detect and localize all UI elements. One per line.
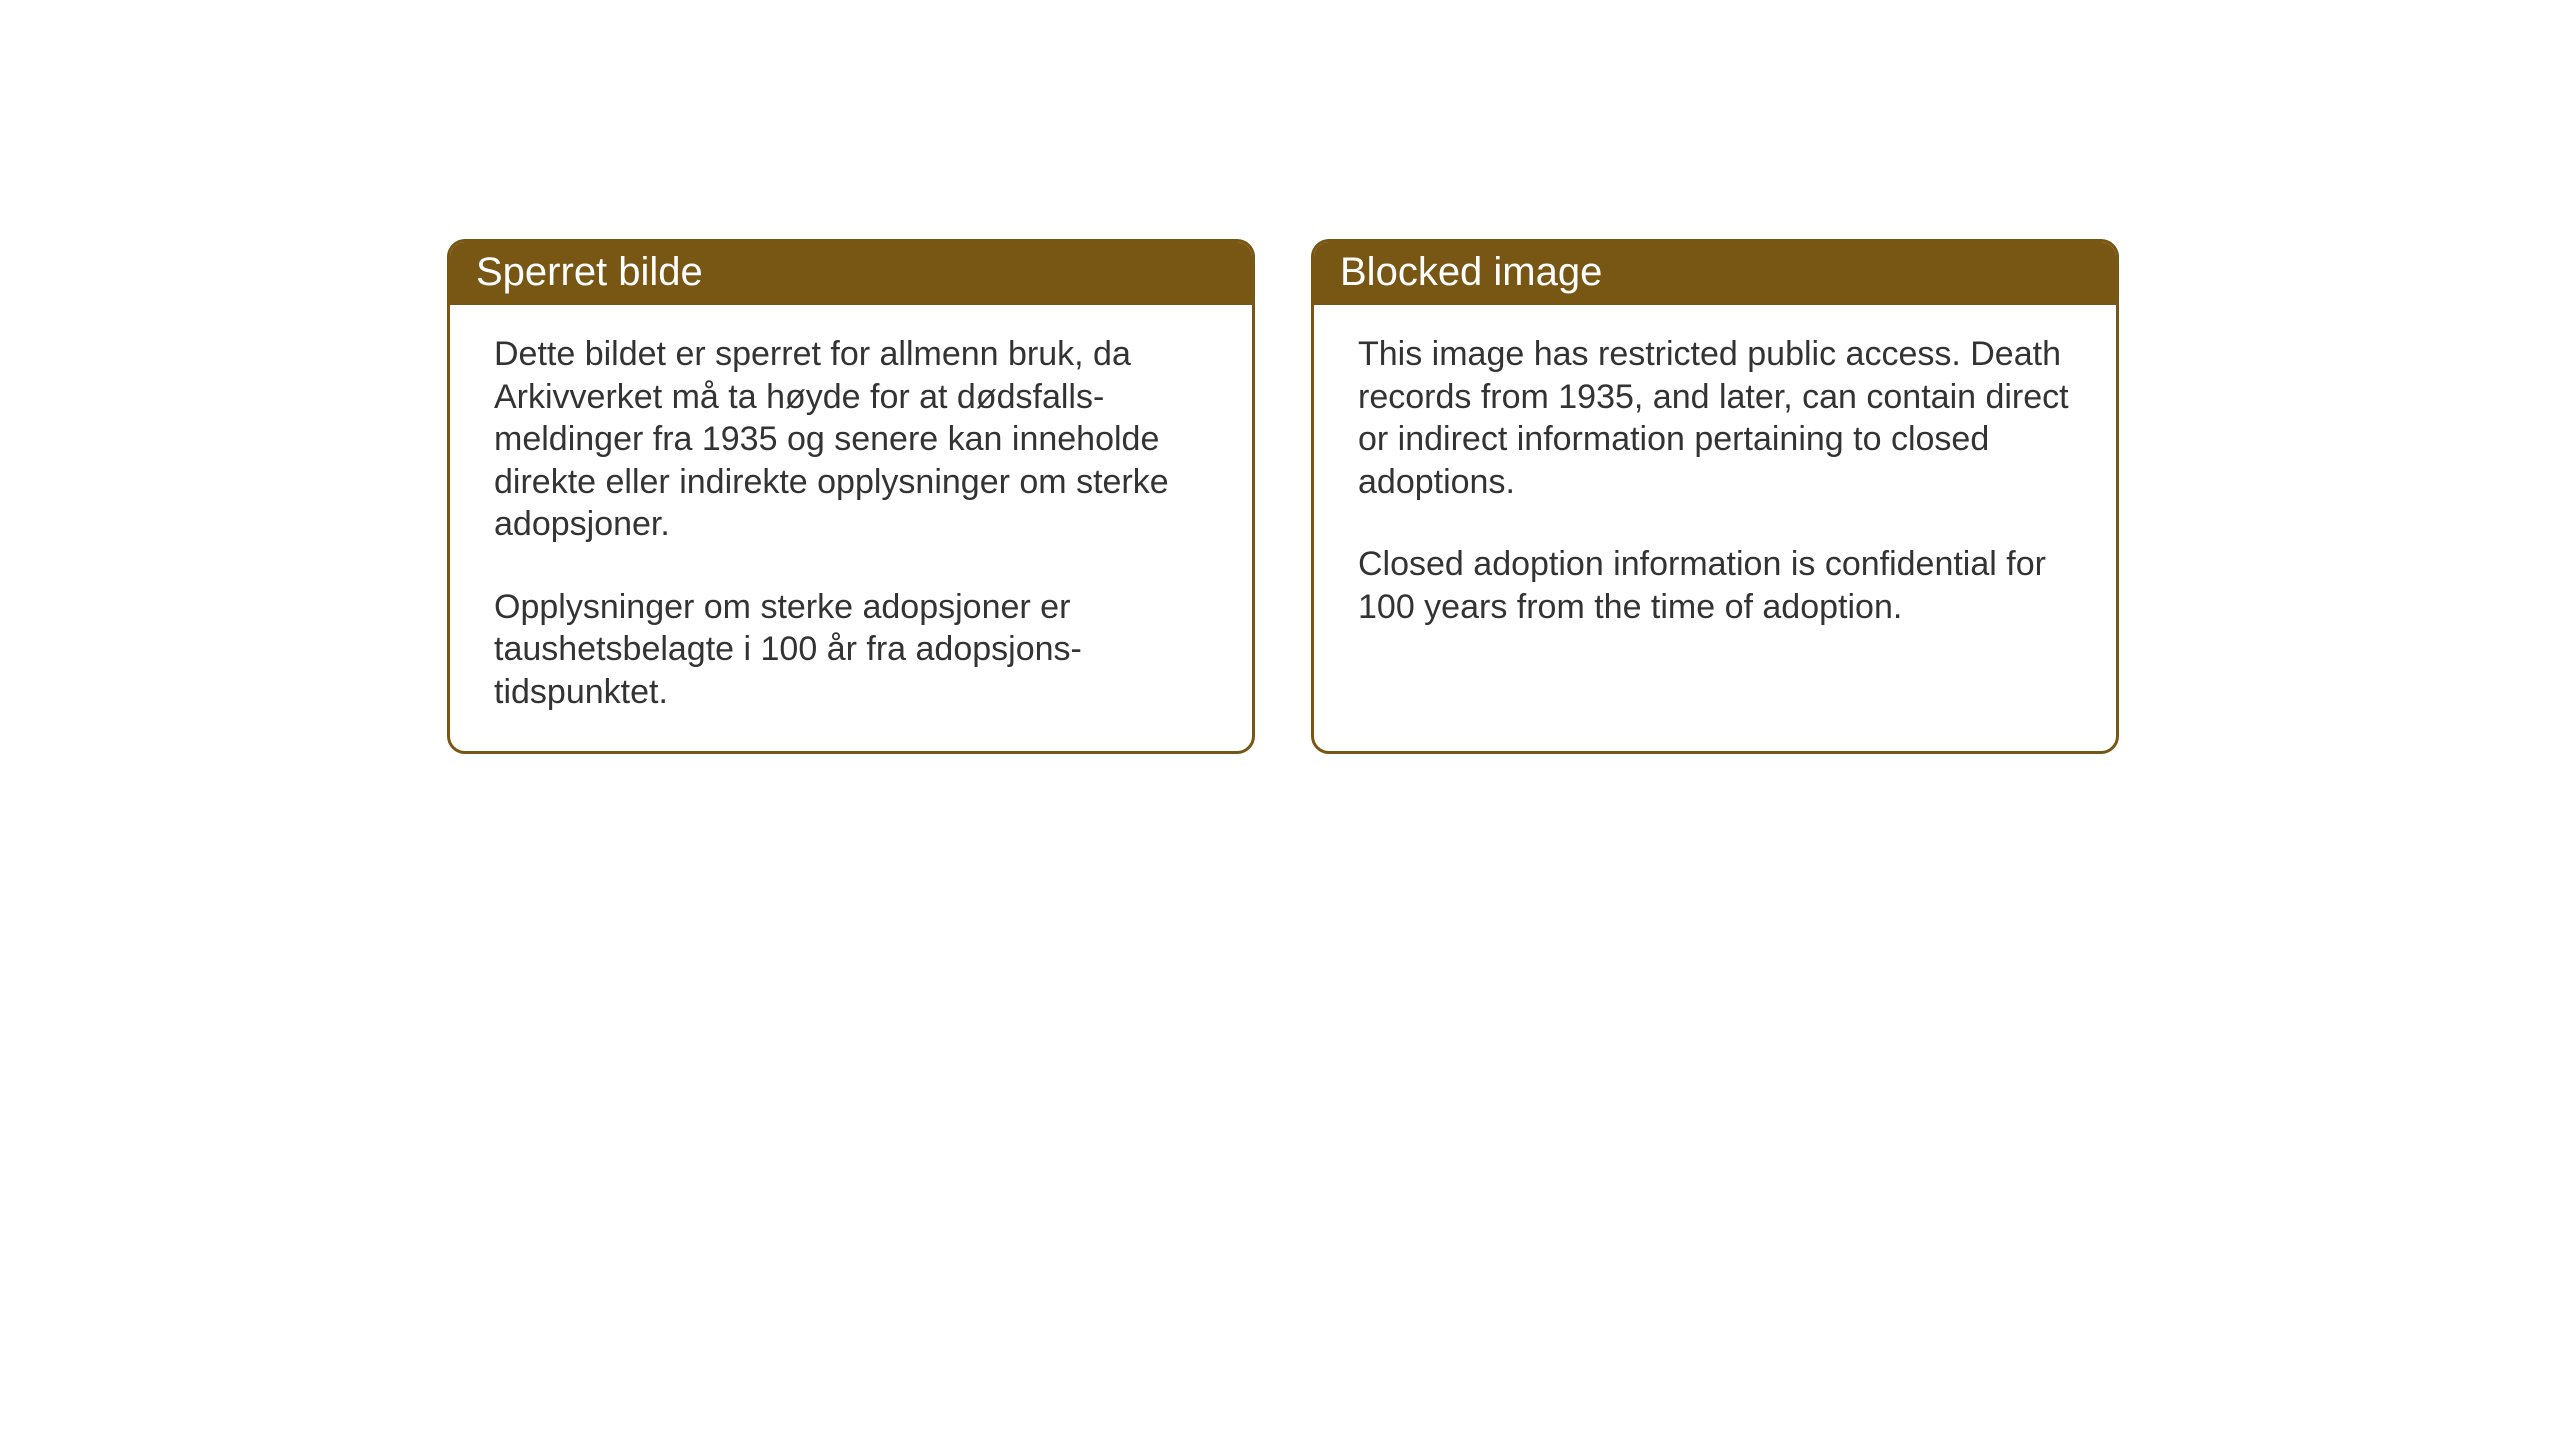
notice-container: Sperret bilde Dette bildet er sperret fo… — [447, 239, 2119, 754]
notice-body-norwegian: Dette bildet er sperret for allmenn bruk… — [450, 305, 1252, 751]
notice-paragraph-2-english: Closed adoption information is confident… — [1358, 543, 2072, 628]
notice-paragraph-1-norwegian: Dette bildet er sperret for allmenn bruk… — [494, 333, 1208, 546]
notice-header-english: Blocked image — [1314, 242, 2116, 305]
notice-header-norwegian: Sperret bilde — [450, 242, 1252, 305]
notice-title-english: Blocked image — [1340, 250, 1602, 294]
notice-card-norwegian: Sperret bilde Dette bildet er sperret fo… — [447, 239, 1255, 754]
notice-body-english: This image has restricted public access.… — [1314, 305, 2116, 666]
notice-title-norwegian: Sperret bilde — [476, 250, 703, 294]
notice-paragraph-2-norwegian: Opplysninger om sterke adopsjoner er tau… — [494, 586, 1208, 714]
notice-card-english: Blocked image This image has restricted … — [1311, 239, 2119, 754]
notice-paragraph-1-english: This image has restricted public access.… — [1358, 333, 2072, 503]
